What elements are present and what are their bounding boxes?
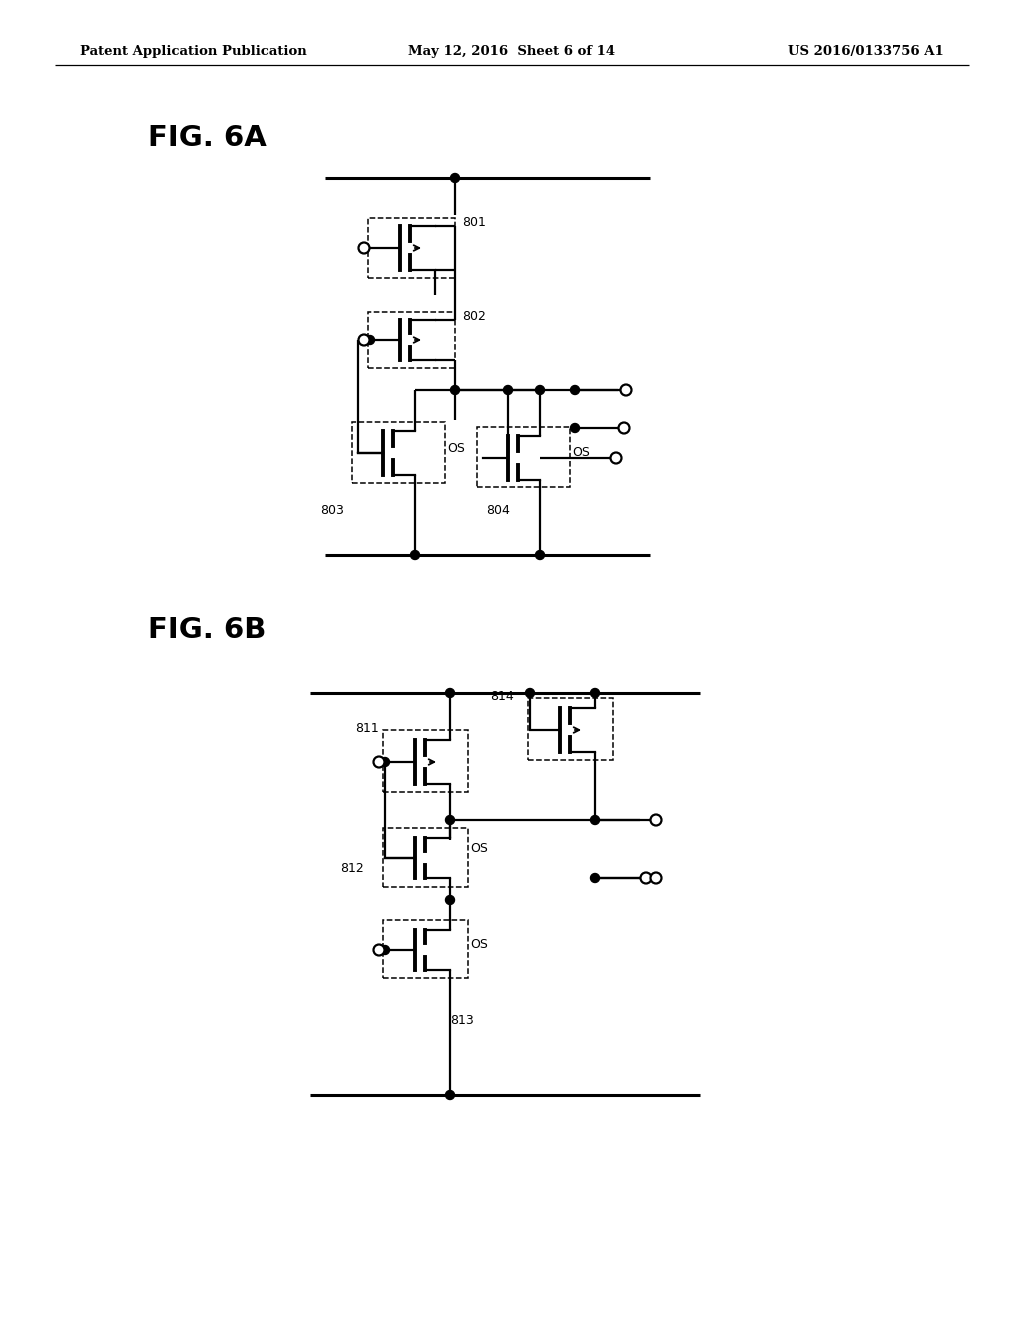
Circle shape xyxy=(536,385,545,395)
Bar xyxy=(352,422,445,483)
Bar xyxy=(368,312,455,368)
Bar xyxy=(368,218,455,279)
Circle shape xyxy=(374,945,384,956)
Circle shape xyxy=(445,895,455,904)
Text: 801: 801 xyxy=(462,215,485,228)
Text: OS: OS xyxy=(470,842,487,854)
Text: OS: OS xyxy=(447,441,465,454)
Text: OS: OS xyxy=(572,446,590,459)
Circle shape xyxy=(445,816,455,825)
Bar xyxy=(383,730,468,792)
Text: 804: 804 xyxy=(486,503,510,516)
Circle shape xyxy=(358,243,370,253)
Circle shape xyxy=(374,756,384,767)
Circle shape xyxy=(591,689,599,697)
Text: 802: 802 xyxy=(462,309,485,322)
Circle shape xyxy=(445,1090,455,1100)
Circle shape xyxy=(504,385,512,395)
Text: Patent Application Publication: Patent Application Publication xyxy=(80,45,307,58)
Circle shape xyxy=(358,334,370,346)
Circle shape xyxy=(451,385,460,395)
Circle shape xyxy=(621,384,632,396)
Circle shape xyxy=(610,453,622,463)
Text: 813: 813 xyxy=(450,1014,474,1027)
Circle shape xyxy=(381,945,389,954)
Circle shape xyxy=(536,550,545,560)
Text: 811: 811 xyxy=(355,722,379,734)
Bar xyxy=(528,698,613,760)
Circle shape xyxy=(525,689,535,697)
Circle shape xyxy=(445,689,455,697)
Circle shape xyxy=(381,758,389,767)
Circle shape xyxy=(591,874,599,883)
Circle shape xyxy=(570,424,580,433)
Text: May 12, 2016  Sheet 6 of 14: May 12, 2016 Sheet 6 of 14 xyxy=(409,45,615,58)
Circle shape xyxy=(618,422,630,433)
Circle shape xyxy=(591,816,599,825)
Circle shape xyxy=(451,173,460,182)
Text: OS: OS xyxy=(470,939,487,952)
Bar xyxy=(383,920,468,978)
Text: FIG. 6B: FIG. 6B xyxy=(148,616,266,644)
Text: FIG. 6A: FIG. 6A xyxy=(148,124,266,152)
Circle shape xyxy=(366,335,375,345)
Bar xyxy=(477,426,570,487)
Circle shape xyxy=(650,814,662,825)
Text: US 2016/0133756 A1: US 2016/0133756 A1 xyxy=(788,45,944,58)
Circle shape xyxy=(650,873,662,883)
Circle shape xyxy=(570,385,580,395)
Text: 812: 812 xyxy=(340,862,364,874)
Circle shape xyxy=(411,550,420,560)
Bar xyxy=(383,828,468,887)
Circle shape xyxy=(640,873,651,883)
Text: 814: 814 xyxy=(490,690,514,704)
Text: 803: 803 xyxy=(319,503,344,516)
